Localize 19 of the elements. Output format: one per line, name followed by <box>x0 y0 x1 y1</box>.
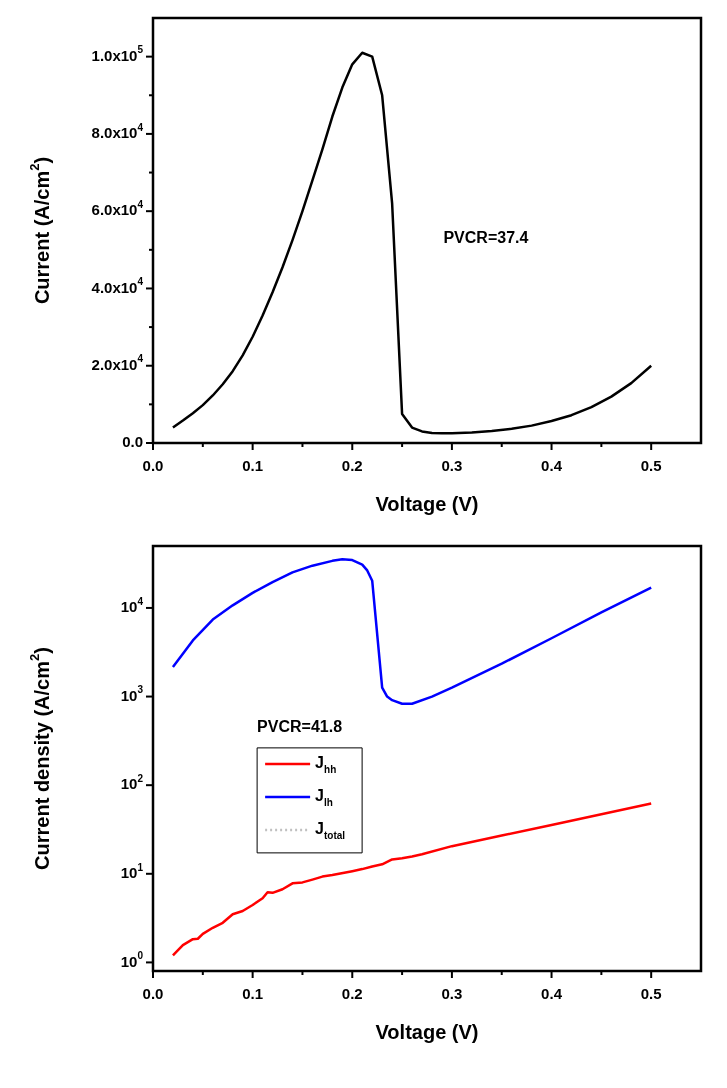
y-tick-label: 0.0 <box>122 433 144 451</box>
x-tick-label: 0.5 <box>640 457 662 475</box>
x-tick-label: 0.1 <box>242 457 264 475</box>
y-axis-title: Current density (A/cm2) <box>26 647 53 870</box>
x-tick-label: 0.4 <box>541 457 563 475</box>
x-axis-title: Voltage (V) <box>375 1020 479 1043</box>
x-tick-label: 0.2 <box>341 457 363 475</box>
x-tick-label: 0.2 <box>341 985 363 1003</box>
annotation: PVCR=37.4 <box>443 229 529 247</box>
x-tick-label: 0.3 <box>441 985 463 1003</box>
y-axis-title: Current (A/cm2) <box>26 156 53 305</box>
x-tick-label: 0.0 <box>142 457 164 475</box>
x-axis-title: Voltage (V) <box>375 492 479 515</box>
x-tick-label: 0.5 <box>640 985 662 1003</box>
x-tick-label: 0.1 <box>242 985 264 1003</box>
x-tick-label: 0.0 <box>142 985 164 1003</box>
x-tick-label: 0.3 <box>441 457 463 475</box>
annotation: PVCR=41.8 <box>257 718 343 736</box>
x-tick-label: 0.4 <box>541 985 563 1003</box>
